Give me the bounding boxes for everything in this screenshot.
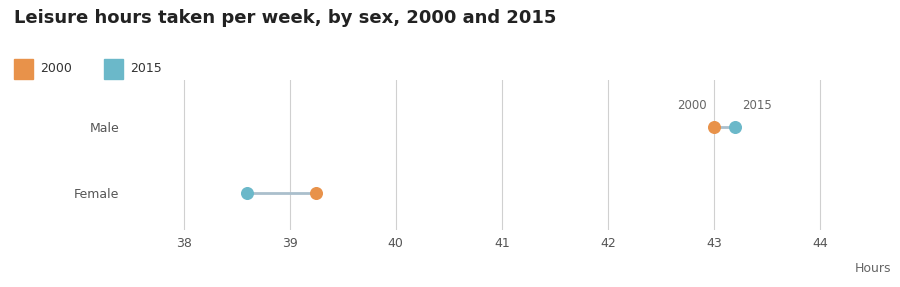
Text: 2015: 2015 bbox=[742, 99, 772, 112]
Text: Leisure hours taken per week, by sex, 2000 and 2015: Leisure hours taken per week, by sex, 20… bbox=[14, 9, 556, 27]
X-axis label: Hours: Hours bbox=[855, 262, 891, 276]
Point bbox=[706, 125, 721, 129]
Text: 2000: 2000 bbox=[40, 62, 72, 75]
Point bbox=[240, 191, 255, 195]
Text: 2015: 2015 bbox=[130, 62, 162, 75]
Point bbox=[309, 191, 323, 195]
Text: 2000: 2000 bbox=[677, 99, 706, 112]
Point bbox=[728, 125, 742, 129]
